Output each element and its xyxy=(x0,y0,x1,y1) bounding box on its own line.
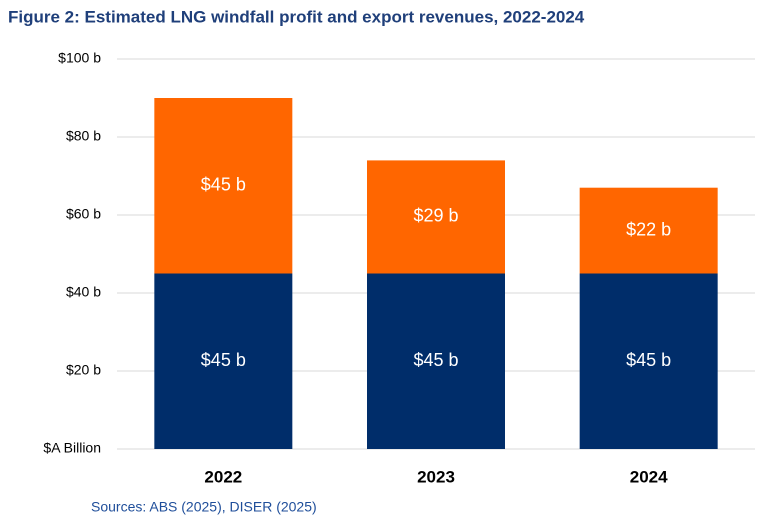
source-note: Sources: ABS (2025), DISER (2025) xyxy=(91,499,317,515)
x-tick-label: 2024 xyxy=(630,467,668,486)
bar-segment xyxy=(367,273,505,449)
x-tick-label: 2023 xyxy=(417,467,455,486)
y-tick-label: $A Billion xyxy=(43,440,101,456)
data-label: $45 b xyxy=(201,350,246,370)
bar-segment xyxy=(367,160,505,274)
y-tick-label: $100 b xyxy=(58,50,101,66)
bar-segment xyxy=(579,187,718,274)
data-label: $29 b xyxy=(413,206,458,226)
bar-segment xyxy=(154,98,293,274)
y-tick-label: $40 b xyxy=(66,284,101,300)
y-tick-label: $80 b xyxy=(66,128,101,144)
data-label: $45 b xyxy=(201,175,246,195)
y-tick-label: $60 b xyxy=(66,206,101,222)
data-label: $45 b xyxy=(626,350,671,370)
y-tick-label: $20 b xyxy=(66,362,101,378)
bar-segment xyxy=(154,273,293,449)
bar-segment xyxy=(579,273,718,449)
data-label: $45 b xyxy=(413,350,458,370)
x-tick-label: 2022 xyxy=(204,467,242,486)
chart-title: Figure 2: Estimated LNG windfall profit … xyxy=(8,7,585,26)
data-label: $22 b xyxy=(626,219,671,239)
